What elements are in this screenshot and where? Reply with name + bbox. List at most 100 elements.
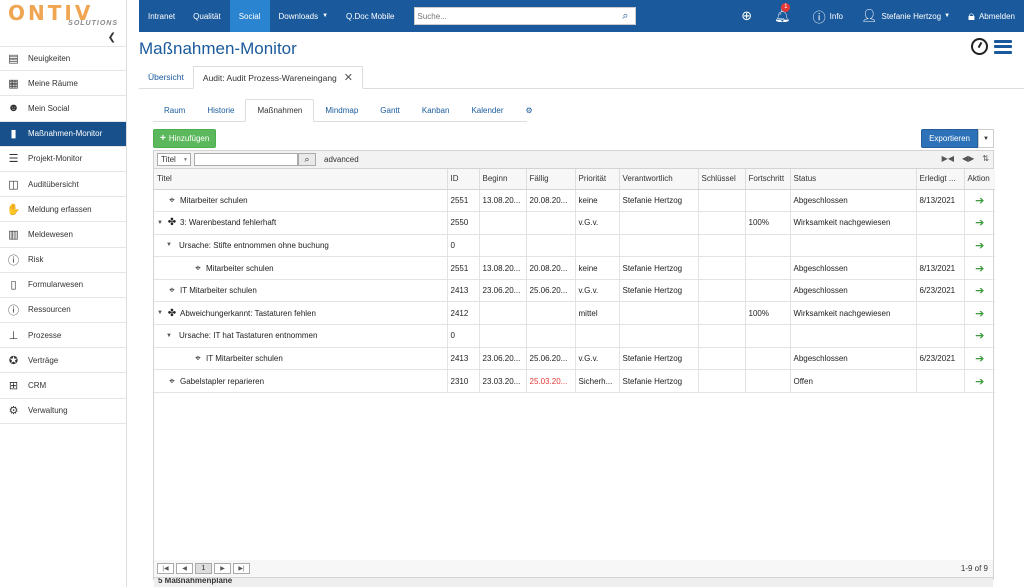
table-row[interactable]: ▼ Ursache: IT hat Tastaturen entnommen 0 ➔ bbox=[154, 324, 995, 348]
sidebar-item[interactable]: ⊞ CRM bbox=[0, 373, 126, 399]
info-button[interactable]: ⓘ Info bbox=[813, 7, 843, 26]
sidebar-item[interactable]: ⊥ Prozesse bbox=[0, 323, 126, 349]
add-circle-button[interactable]: ⊕ bbox=[741, 8, 756, 24]
first-last-icon[interactable]: ▶◀ bbox=[941, 154, 954, 163]
row-title[interactable]: Ursache: Stifte entnommen ohne buchung bbox=[179, 240, 329, 250]
column-header[interactable]: Fortschritt bbox=[745, 169, 791, 190]
arrow-right-icon[interactable]: ➔ bbox=[975, 375, 985, 388]
table-row[interactable]: ⌖ Mitarbeiter schulen 2551 13.08.20... 20.08… bbox=[154, 189, 995, 213]
row-title[interactable]: IT Mitarbeiter schulen bbox=[180, 286, 257, 296]
nav-intranet[interactable]: Intranet bbox=[148, 11, 176, 21]
sidebar-item[interactable]: ☻ Mein Social bbox=[0, 96, 126, 122]
column-header[interactable]: Priorität bbox=[575, 169, 620, 190]
column-header[interactable]: Status bbox=[790, 169, 917, 190]
nav-qdoc-mobile[interactable]: Q.Doc Mobile bbox=[346, 11, 395, 21]
current-page-indicator[interactable]: 1 bbox=[195, 563, 212, 574]
last-page-button[interactable]: ▶| bbox=[233, 563, 250, 574]
tab-massnahmen[interactable]: Maßnahmen bbox=[245, 99, 315, 122]
column-header[interactable]: Titel bbox=[154, 169, 448, 190]
row-title[interactable]: Ursache: IT hat Tastaturen entnommen bbox=[179, 331, 318, 341]
cell-prio: Sicherh... bbox=[575, 369, 620, 393]
nav-qualitaet[interactable]: Qualität bbox=[193, 11, 221, 21]
sidebar-item[interactable]: ◫ Auditübersicht bbox=[0, 172, 126, 198]
prev-page-button[interactable]: ◀ bbox=[176, 563, 193, 574]
close-icon[interactable]: ✕ bbox=[343, 72, 353, 84]
row-title[interactable]: 3: Warenbestand fehlerhaft bbox=[180, 218, 277, 228]
tab-kanban[interactable]: Kanban bbox=[421, 106, 450, 115]
arrow-right-icon[interactable]: ➔ bbox=[975, 352, 985, 365]
column-header[interactable]: Erledigt ... bbox=[916, 169, 965, 190]
sidebar-collapse-button[interactable]: ❮ bbox=[0, 32, 126, 46]
sidebar-item[interactable]: ▮ Maßnahmen-Monitor bbox=[0, 121, 126, 147]
nav-downloads[interactable]: Downloads ▼ bbox=[270, 0, 338, 32]
sidebar-item[interactable]: ☰ Projekt-Monitor bbox=[0, 147, 126, 172]
sidebar-item[interactable]: ⚙ Verwaltung bbox=[0, 399, 126, 424]
table-row[interactable]: ▼ ✤ Abweichungerkannt: Tastaturen fehlen 24… bbox=[154, 301, 995, 326]
arrow-right-icon[interactable]: ➔ bbox=[975, 307, 985, 320]
row-title[interactable]: Abweichungerkannt: Tastaturen fehlen bbox=[180, 308, 316, 318]
breadcrumb-current[interactable]: Audit: Audit Prozess-Wareneingang ✕ bbox=[192, 66, 363, 89]
column-header[interactable]: Fällig bbox=[526, 169, 576, 190]
export-dropdown-button[interactable]: ▼ bbox=[978, 129, 994, 148]
sidebar-item[interactable]: ⓘ Ressourcen bbox=[0, 298, 126, 324]
sidebar-item[interactable]: ✋ Meldung erfassen bbox=[0, 197, 126, 223]
row-title[interactable]: Gabelstapler reparieren bbox=[180, 376, 265, 386]
filter-field-select[interactable]: Titel ▼ bbox=[157, 153, 191, 166]
sidebar-item[interactable]: ▤ Neuigkeiten bbox=[0, 46, 126, 72]
table-row[interactable]: ⌖ Gabelstapler reparieren 2310 23.03.20... 2… bbox=[154, 369, 995, 393]
expand-toggle-icon[interactable]: ▼ bbox=[157, 310, 163, 317]
tab-mindmap[interactable]: Mindmap bbox=[325, 106, 359, 115]
expand-toggle-icon[interactable]: ▼ bbox=[166, 242, 172, 249]
sidebar-item[interactable]: ⓘ Risk bbox=[0, 248, 126, 273]
table-row[interactable]: ⌖ Mitarbeiter schulen 2551 13.08.20... 20.08… bbox=[154, 256, 995, 280]
tab-raum[interactable]: Raum bbox=[164, 106, 186, 115]
sidebar-item[interactable]: ✪ Verträge bbox=[0, 348, 126, 374]
column-header[interactable]: Beginn bbox=[479, 169, 527, 190]
search-icon[interactable]: ⌕ bbox=[622, 9, 629, 22]
nav-social[interactable]: Social bbox=[229, 0, 270, 32]
logo[interactable]: ONTIV SOLUTIONS bbox=[0, 0, 126, 32]
hamburger-menu-icon[interactable] bbox=[994, 39, 1012, 54]
add-button[interactable]: + Hinzufügen bbox=[153, 129, 217, 148]
row-title[interactable]: Mitarbeiter schulen bbox=[180, 195, 248, 205]
table-row[interactable]: ⌖ IT Mitarbeiter schulen 2413 23.06.20... 25… bbox=[154, 279, 995, 303]
column-header[interactable]: ID bbox=[447, 169, 480, 190]
table-row[interactable]: ⌖ IT Mitarbeiter schulen 2413 23.06.20... 25… bbox=[154, 347, 995, 371]
sidebar-item[interactable]: ▯ Formularwesen bbox=[0, 273, 126, 298]
expand-toggle-icon[interactable]: ▼ bbox=[157, 219, 163, 226]
tab-kalender[interactable]: Kalender bbox=[471, 106, 504, 115]
expand-toggle-icon[interactable]: ▼ bbox=[166, 332, 172, 339]
clock-icon[interactable] bbox=[971, 38, 988, 55]
logout-button[interactable]: 🔒︎ Abmelden bbox=[968, 8, 1015, 24]
table-row[interactable]: ▼ ✤ 3: Warenbestand fehlerhaft 2550 v.G.v. 10… bbox=[154, 211, 995, 235]
filter-search-button[interactable]: ⌕ bbox=[298, 153, 316, 166]
sort-icon[interactable]: ⇅ bbox=[982, 154, 989, 163]
sidebar-item[interactable]: ▥ Meldewesen bbox=[0, 222, 126, 248]
arrow-right-icon[interactable]: ➔ bbox=[975, 239, 985, 252]
row-title[interactable]: Mitarbeiter schulen bbox=[206, 263, 274, 273]
arrow-right-icon[interactable]: ➔ bbox=[975, 330, 985, 343]
search-input[interactable] bbox=[414, 11, 617, 21]
arrow-right-icon[interactable]: ➔ bbox=[975, 262, 985, 275]
column-header[interactable]: Verantwortlich bbox=[619, 169, 699, 190]
next-page-button[interactable]: ▶ bbox=[214, 563, 231, 574]
tab-historie[interactable]: Historie bbox=[207, 106, 235, 115]
first-page-button[interactable]: |◀ bbox=[157, 563, 174, 574]
column-header[interactable]: Aktion bbox=[964, 169, 995, 190]
tab-gantt[interactable]: Gantt bbox=[380, 106, 400, 115]
column-header[interactable]: Schlüssel bbox=[698, 169, 746, 190]
arrow-right-icon[interactable]: ➔ bbox=[975, 217, 985, 230]
tab-settings[interactable]: ⚙ bbox=[515, 99, 544, 122]
arrow-right-icon[interactable]: ➔ bbox=[975, 194, 985, 207]
prev-next-icon[interactable]: ◀▶ bbox=[961, 154, 975, 163]
export-button[interactable]: Exportieren bbox=[921, 129, 978, 148]
breadcrumb-overview[interactable]: Übersicht bbox=[148, 72, 184, 82]
sidebar-item[interactable]: ▦ Meine Räume bbox=[0, 71, 126, 97]
table-row[interactable]: ▼ Ursache: Stifte entnommen ohne buchung 0… bbox=[154, 234, 995, 258]
notifications-button[interactable]: 🔔︎ 1 bbox=[774, 3, 795, 24]
row-title[interactable]: IT Mitarbeiter schulen bbox=[206, 353, 283, 363]
filter-input[interactable] bbox=[194, 153, 298, 166]
user-menu[interactable]: 👤︎ Stefanie Hertzog ▼ bbox=[861, 8, 950, 24]
advanced-filter-link[interactable]: advanced bbox=[324, 155, 359, 164]
arrow-right-icon[interactable]: ➔ bbox=[975, 285, 985, 298]
